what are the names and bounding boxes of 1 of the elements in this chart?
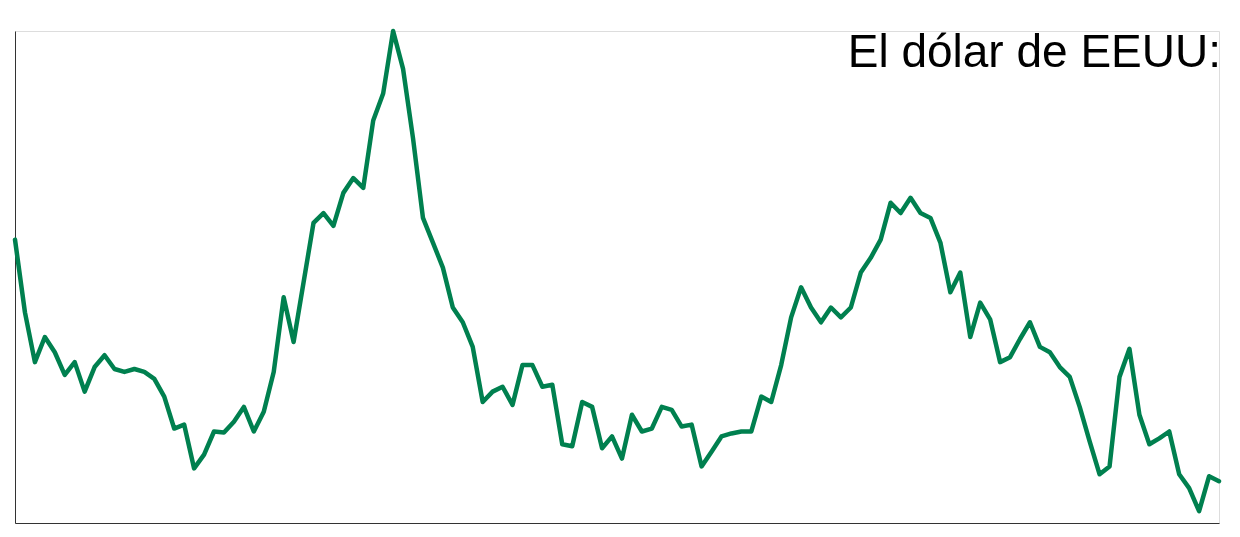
chart-title: El dólar de EEUU: bbox=[847, 25, 1221, 77]
